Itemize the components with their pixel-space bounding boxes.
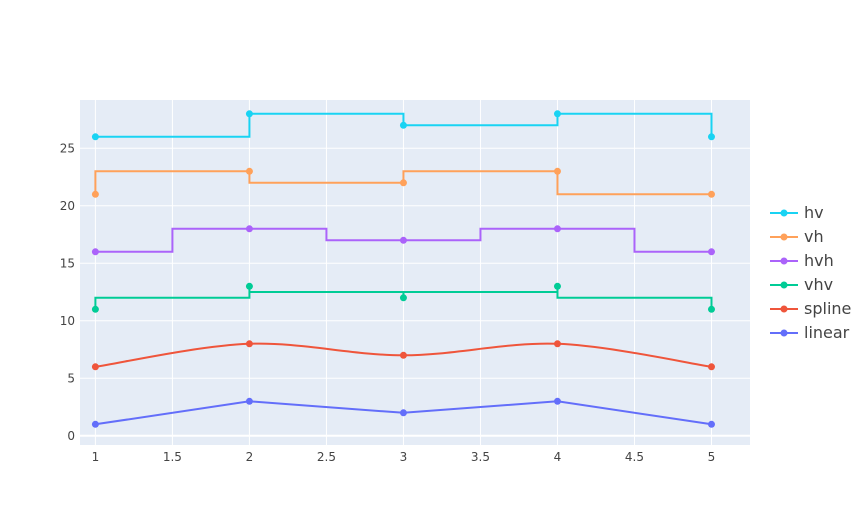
data-point[interactable] — [707, 133, 715, 141]
x-tick-label: 2.5 — [317, 450, 336, 464]
data-point[interactable] — [553, 110, 561, 118]
data-point[interactable] — [553, 282, 561, 290]
series-hvh — [91, 225, 715, 256]
series-vhv — [91, 282, 715, 313]
y-tick-label: 25 — [60, 141, 75, 155]
x-tick-label: 3 — [400, 450, 408, 464]
data-point[interactable] — [399, 179, 407, 187]
x-tick-label: 1 — [92, 450, 100, 464]
legend-swatch-marker — [780, 233, 788, 241]
data-point[interactable] — [245, 110, 253, 118]
series-layer — [91, 110, 715, 428]
data-point[interactable] — [399, 294, 407, 302]
data-point[interactable] — [707, 248, 715, 256]
data-point[interactable] — [245, 282, 253, 290]
data-point[interactable] — [245, 225, 253, 233]
x-tick-label: 4.5 — [625, 450, 644, 464]
y-tick-label: 5 — [67, 371, 75, 385]
plot-background — [80, 100, 750, 445]
legend-item-vh[interactable]: vh — [770, 227, 824, 246]
legend-item-hv[interactable]: hv — [770, 203, 824, 222]
series-spline — [91, 340, 715, 371]
data-point[interactable] — [245, 340, 253, 348]
data-point[interactable] — [91, 420, 99, 428]
data-point[interactable] — [707, 420, 715, 428]
legend-swatch-marker — [780, 257, 788, 265]
data-point[interactable] — [91, 363, 99, 371]
data-point[interactable] — [399, 121, 407, 129]
legend-swatch-marker — [780, 305, 788, 313]
legend-swatch-marker — [780, 329, 788, 337]
data-point[interactable] — [91, 305, 99, 313]
data-point[interactable] — [707, 190, 715, 198]
x-tick-label: 1.5 — [163, 450, 182, 464]
legend-item-vhv[interactable]: vhv — [770, 275, 833, 294]
legend-label: hv — [804, 203, 824, 222]
legend-label: hvh — [804, 251, 834, 270]
legend[interactable]: hv vh hvh vhv spline linear — [770, 203, 851, 342]
legend-label: vhv — [804, 275, 833, 294]
data-point[interactable] — [553, 225, 561, 233]
legend-label: vh — [804, 227, 824, 246]
legend-item-hvh[interactable]: hvh — [770, 251, 834, 270]
data-point[interactable] — [399, 409, 407, 417]
data-point[interactable] — [91, 133, 99, 141]
legend-item-spline[interactable]: spline — [770, 299, 851, 318]
x-tick-label: 4 — [554, 450, 562, 464]
data-point[interactable] — [553, 167, 561, 175]
legend-swatch-marker — [780, 209, 788, 217]
x-axis-ticks: 1 1.5 2 2.5 3 3.5 4 4.5 5 — [92, 450, 716, 464]
data-point[interactable] — [553, 397, 561, 405]
legend-swatch-marker — [780, 281, 788, 289]
legend-item-linear[interactable]: linear — [770, 323, 850, 342]
data-point[interactable] — [399, 351, 407, 359]
y-axis-ticks: 0 5 10 15 20 25 — [60, 141, 75, 443]
series-linear — [91, 397, 715, 428]
series-vh — [91, 167, 715, 198]
x-tick-label: 5 — [708, 450, 716, 464]
y-tick-label: 10 — [60, 314, 75, 328]
series-hv — [91, 110, 715, 141]
data-point[interactable] — [245, 167, 253, 175]
data-point[interactable] — [707, 305, 715, 313]
y-tick-label: 15 — [60, 256, 75, 270]
data-point[interactable] — [399, 236, 407, 244]
y-tick-label: 20 — [60, 199, 75, 213]
data-point[interactable] — [91, 248, 99, 256]
data-point[interactable] — [553, 340, 561, 348]
grid — [80, 100, 750, 445]
x-tick-label: 2 — [246, 450, 254, 464]
x-tick-label: 3.5 — [471, 450, 490, 464]
data-point[interactable] — [707, 363, 715, 371]
legend-label: linear — [804, 323, 850, 342]
legend-label: spline — [804, 299, 851, 318]
data-point[interactable] — [245, 397, 253, 405]
data-point[interactable] — [91, 190, 99, 198]
y-tick-label: 0 — [67, 429, 75, 443]
